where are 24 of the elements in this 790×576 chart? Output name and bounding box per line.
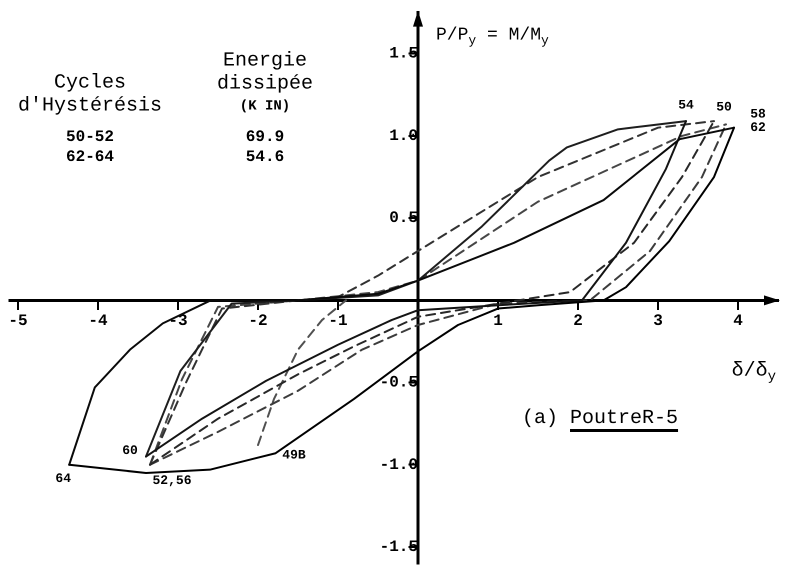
annotation: Energie dissipée (K IN): [216, 49, 314, 115]
annotation: 49B: [282, 447, 306, 462]
x-tick-label: 4: [733, 312, 744, 330]
x-tick-label: -3: [168, 312, 188, 330]
x-tick-label: -1: [328, 312, 348, 330]
annotation: 62: [750, 120, 766, 135]
annotation: Cycles d'Hystérésis: [18, 71, 162, 118]
annotation: 62-64: [66, 148, 114, 166]
text: (a) PoutreR-5: [522, 406, 678, 431]
x-tick-label: -2: [248, 312, 268, 330]
annotation: 50-52: [66, 128, 114, 146]
x-tick-label: 3: [653, 312, 663, 330]
annotation: 58: [750, 106, 766, 122]
annotation: 52,56: [152, 473, 192, 488]
annotation: 69.9: [246, 128, 284, 146]
x-tick-label: -5: [8, 312, 28, 330]
annotation: 60: [122, 442, 138, 458]
annotation: 54: [678, 97, 694, 112]
x-tick-label: -4: [88, 312, 108, 330]
annotation: 50: [716, 99, 732, 114]
annotation: 64: [55, 471, 72, 486]
annotation: 54.6: [246, 148, 284, 166]
x-tick-label: 1: [493, 312, 503, 330]
x-tick-label: 2: [573, 312, 583, 330]
